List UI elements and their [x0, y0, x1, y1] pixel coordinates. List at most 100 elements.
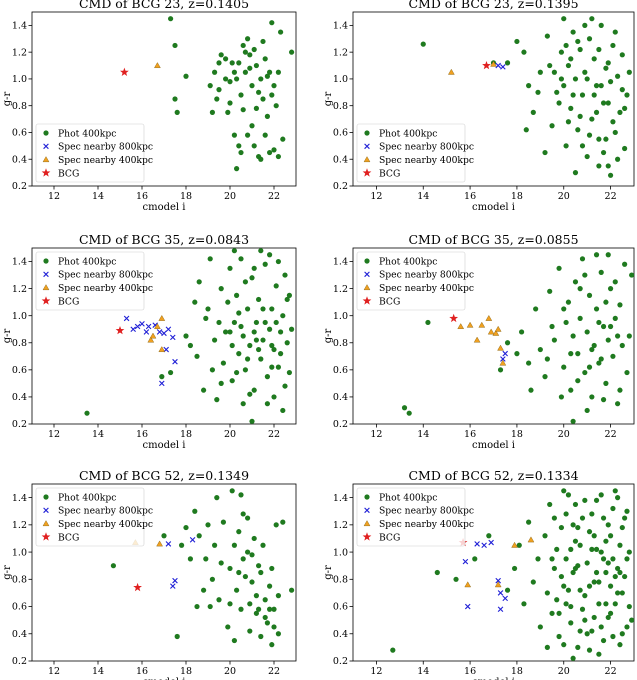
- legend-marker-circle: [364, 494, 370, 500]
- data-point-circle: [472, 556, 478, 562]
- data-point-circle: [192, 299, 198, 305]
- data-point-circle: [245, 515, 251, 521]
- y-tick-label: 1.2: [333, 520, 348, 531]
- data-point-circle: [245, 356, 251, 362]
- data-point-circle: [264, 113, 270, 119]
- legend-label: Phot 400kpc: [379, 492, 437, 503]
- legend-marker-circle: [43, 130, 49, 136]
- data-point-circle: [537, 69, 543, 75]
- legend-label: Spec nearby 800kpc: [58, 270, 153, 281]
- data-points: [120, 16, 295, 172]
- data-point-circle: [207, 256, 213, 262]
- y-tick-label: 1.2: [12, 47, 27, 58]
- data-point-circle: [251, 535, 257, 542]
- y-axis-label: g-r: [323, 329, 334, 344]
- data-point-circle: [242, 573, 248, 580]
- data-point-circle: [245, 36, 251, 42]
- data-point-circle: [253, 610, 259, 616]
- data-point-circle: [511, 565, 518, 572]
- data-point-circle: [231, 542, 237, 548]
- data-point-circle: [622, 105, 628, 111]
- data-point-circle: [619, 631, 625, 637]
- data-point-circle: [565, 299, 572, 305]
- data-point-circle: [563, 319, 569, 326]
- data-point-circle: [612, 129, 618, 136]
- chart-title: CMD of BCG 35, z=0.0855: [408, 232, 578, 247]
- data-point-triangle: [158, 314, 166, 321]
- data-point-circle: [575, 644, 581, 650]
- x-axis-label: cmodel i: [472, 677, 515, 680]
- data-point-circle: [617, 302, 623, 308]
- data-point-circle: [238, 149, 244, 156]
- data-point-circle: [267, 69, 273, 75]
- legend-marker-x: [364, 507, 370, 514]
- data-point-circle: [605, 100, 611, 106]
- data-point-circle: [390, 647, 396, 653]
- data-point-circle: [271, 606, 277, 612]
- data-point-circle: [258, 156, 264, 162]
- data-point-circle: [544, 644, 550, 650]
- chart-title: CMD of BCG 23, z=0.1395: [408, 0, 578, 11]
- chart-panel-2: CMD of BCG 23, z=0.1395 12 14 16 18 20 22 0.2 0.…: [323, 0, 635, 213]
- data-point-circle: [586, 647, 593, 653]
- data-points: [390, 488, 634, 661]
- legend-label: BCG: [58, 296, 79, 307]
- data-point-circle: [542, 374, 548, 380]
- data-point-triangle: [478, 321, 486, 328]
- legend: Phot 400kpc Spec nearby 800kpc Spec nearby…: [356, 487, 474, 547]
- data-point-circle: [218, 380, 224, 386]
- data-point-circle: [516, 542, 522, 548]
- data-point-circle: [205, 522, 211, 528]
- data-point-circle: [262, 597, 268, 603]
- legend-label: Phot 400kpc: [58, 256, 116, 267]
- data-point-circle: [598, 356, 604, 362]
- data-point-circle: [245, 306, 251, 312]
- y-tick-label: 0.2: [12, 419, 27, 430]
- x-tick-label: 16: [136, 666, 148, 677]
- data-point-x: [161, 330, 167, 337]
- data-point-circle: [561, 583, 567, 589]
- data-point-circle: [256, 346, 262, 353]
- data-point-circle: [558, 394, 565, 400]
- data-point-circle: [214, 495, 220, 501]
- data-point-circle: [486, 533, 492, 539]
- x-tick-label: 22: [268, 191, 280, 202]
- data-point-circle: [269, 306, 275, 312]
- data-point-circle: [626, 69, 632, 75]
- legend: Phot 400kpc Spec nearby 800kpc Spec nearby…: [35, 123, 153, 183]
- x-tick-label: 14: [92, 666, 104, 677]
- y-tick-label: 1.4: [12, 21, 27, 32]
- chart-panel-6: CMD of BCG 52, z=0.1334 12 14 16 18 20 22 0.2 0.…: [323, 468, 635, 680]
- data-point-circle: [612, 601, 618, 607]
- legend-marker-circle: [43, 494, 49, 500]
- y-tick-label: 1.4: [333, 493, 348, 504]
- data-point-circle: [612, 29, 618, 35]
- data-point-triangle: [158, 346, 166, 352]
- data-point-circle: [615, 156, 621, 162]
- data-point-circle: [84, 410, 90, 416]
- data-point-circle: [561, 306, 567, 312]
- data-point-circle: [159, 374, 165, 380]
- chart-title: CMD of BCG 52, z=0.1349: [79, 468, 249, 483]
- x-axis-label: cmodel i: [143, 440, 186, 451]
- x-tick-label: 20: [558, 429, 570, 440]
- x-tick-label: 20: [558, 191, 570, 202]
- data-point-circle: [568, 603, 574, 610]
- data-point-circle: [617, 387, 623, 393]
- data-point-circle: [624, 92, 630, 98]
- data-point-circle: [579, 256, 586, 262]
- data-point-x: [139, 321, 145, 327]
- data-point-circle: [554, 546, 560, 552]
- data-point-circle: [183, 73, 189, 79]
- data-point-circle: [603, 299, 609, 305]
- data-point-circle: [593, 252, 600, 258]
- legend-marker-triangle: [42, 520, 50, 527]
- legend-marker-triangle: [363, 156, 371, 163]
- x-tick-label: 20: [224, 429, 236, 440]
- data-point-x: [189, 537, 196, 543]
- data-point-circle: [227, 601, 233, 607]
- data-point-circle: [575, 378, 581, 384]
- data-point-circle: [271, 346, 277, 353]
- data-point-circle: [624, 369, 630, 376]
- data-point-circle: [605, 60, 611, 66]
